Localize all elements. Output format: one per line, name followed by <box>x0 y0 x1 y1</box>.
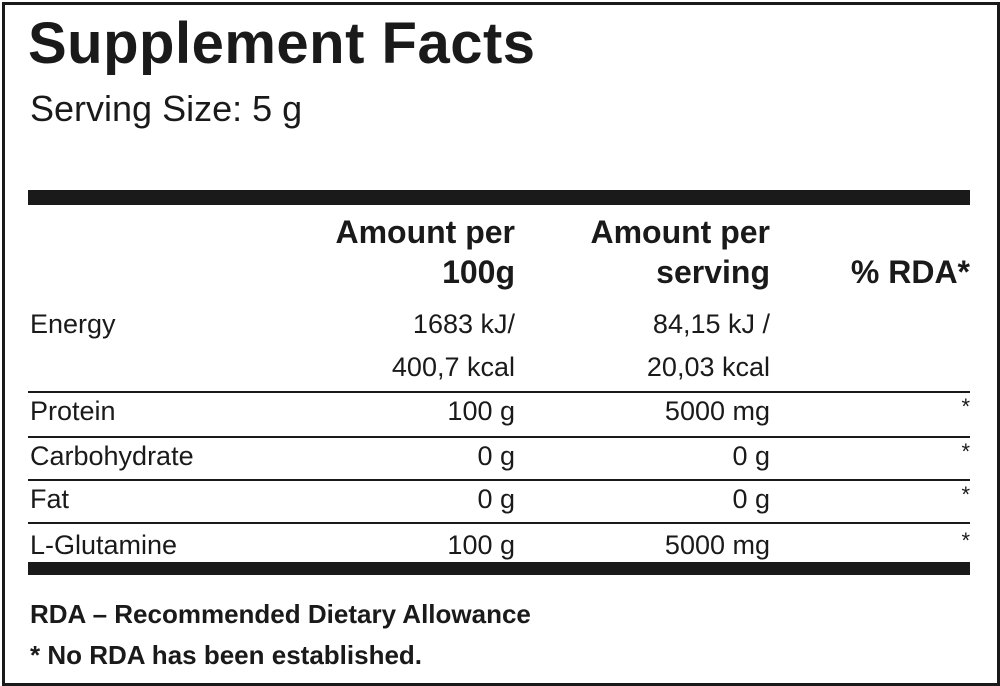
amount-per-100g: 100 g <box>447 530 515 560</box>
amount-per-serving: 5000 mg <box>664 530 770 560</box>
energy-per-serving-kcal: 20,03 kcal <box>646 352 770 382</box>
amount-per-100g: 100 g <box>447 396 515 426</box>
thick-divider <box>28 190 970 205</box>
header-line: Amount per <box>590 214 770 250</box>
row-divider <box>28 522 970 524</box>
rda-value: * <box>961 528 970 553</box>
title: Supplement Facts <box>28 11 536 76</box>
energy-per-serving-kj: 84,15 kJ / <box>652 309 770 339</box>
nutrient-label: Protein <box>30 396 116 426</box>
nutrient-label: Fat <box>30 484 70 514</box>
rda-value: * <box>961 482 970 507</box>
header-line: Amount per <box>335 214 515 250</box>
rda-value: * <box>961 439 970 464</box>
row-divider <box>28 391 970 393</box>
energy-per-100g-kj: 1683 kJ/ <box>412 309 515 339</box>
footnote-no-rda: * No RDA has been established. <box>30 640 423 670</box>
rda-value: * <box>961 394 970 419</box>
amount-per-100g: 0 g <box>477 441 515 471</box>
energy-label: Energy <box>30 309 116 339</box>
header-per-serving: Amount per serving <box>520 212 770 292</box>
amount-per-serving: 5000 mg <box>664 396 770 426</box>
row-divider <box>28 436 970 438</box>
nutrient-label: L-Glutamine <box>30 530 178 560</box>
row-divider <box>28 479 970 481</box>
header-line: 100g <box>442 254 515 290</box>
nutrient-label: Carbohydrate <box>30 441 194 471</box>
header-line: serving <box>656 254 770 290</box>
energy-per-100g-kcal: 400,7 kcal <box>391 352 515 382</box>
header-per-100g: Amount per 100g <box>280 212 515 292</box>
header-rda: % RDA* <box>850 254 970 290</box>
amount-per-100g: 0 g <box>477 484 515 514</box>
footnote-rda: RDA – Recommended Dietary Allowance <box>30 599 531 629</box>
thick-divider <box>28 562 970 575</box>
amount-per-serving: 0 g <box>732 441 770 471</box>
amount-per-serving: 0 g <box>732 484 770 514</box>
serving-size: Serving Size: 5 g <box>30 88 303 129</box>
